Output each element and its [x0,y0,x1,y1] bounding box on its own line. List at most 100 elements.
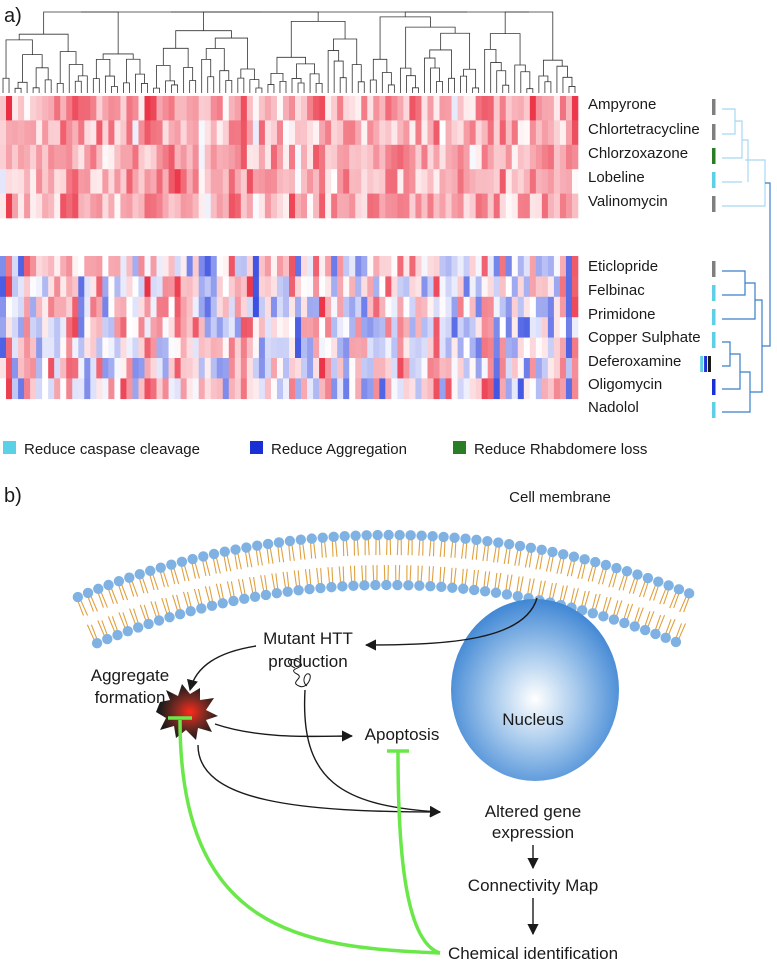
heatmap-cell [54,378,61,400]
heatmap-cell [210,378,218,400]
heatmap-cell [66,317,73,338]
heatmap-cell [132,276,139,298]
heatmap-cell [547,144,555,170]
heatmap-cell [289,337,296,359]
dendrogram-branch [102,53,134,60]
heatmap-cell [427,193,434,219]
heatmap-cell [186,144,193,170]
heatmap-cell [415,256,422,277]
heatmap-cell [481,193,488,219]
heatmap-cell [571,317,579,338]
heatmap-cell [355,378,362,400]
heatmap-cell [240,96,248,121]
heatmap-cell [511,120,519,146]
heatmap-cell [174,317,181,338]
heatmap-cell [301,144,308,170]
heatmap-cell [108,337,115,359]
heatmap-cell [427,256,434,277]
heatmap-cell [48,276,55,298]
lipid-head [598,611,609,622]
dendrogram-branch [406,75,416,93]
heatmap-cell [409,193,416,219]
heatmap-cell [18,358,25,379]
lipid-head [414,580,425,591]
heatmap-cell [433,96,440,121]
heatmap-cell [409,144,416,170]
lipid-head [370,579,381,591]
heatmap-cell [180,96,187,121]
membrane-label: Cell membrane [509,489,611,506]
heatmap-cell [282,337,290,359]
effect-marker [712,285,716,301]
dendrogram-branch [249,79,260,93]
heatmap-cell [397,256,404,277]
dendrogram-branch [722,120,743,159]
heatmap-cell [66,144,73,170]
heatmap-cell [511,317,519,338]
heatmap-cell [192,144,199,170]
heatmap-cell [421,256,428,277]
heatmap-cell [535,378,543,400]
heatmap-cell [427,358,434,379]
heatmap-cell [108,193,115,219]
heatmap-cell [162,378,169,400]
heatmap-cell [415,296,422,318]
lipid-head [611,562,622,574]
dendrogram-branch [255,87,263,93]
lipid-head [174,608,186,620]
heatmap-cell [505,317,513,338]
heatmap-cell [192,193,199,219]
heatmap-cell [264,193,272,219]
heatmap-cell [42,193,49,219]
heatmap-cell [565,144,573,170]
heatmap-cell [427,169,434,194]
heatmap-cell [475,96,482,121]
heatmap-cell [559,193,567,219]
heatmap-cell [559,296,567,318]
heatmap-cell [469,358,476,379]
heatmap-cell [373,120,380,146]
effect-marker [712,172,716,188]
heatmap-cell [258,378,266,400]
heatmap-cell [331,96,338,121]
heatmap-cell [252,193,260,219]
heatmap-cell [282,169,290,194]
dendrogram-branch [309,73,320,93]
heatmap-cell [156,317,163,338]
heatmap-cell [144,296,151,318]
heatmap-cell [246,276,254,298]
compound-name: Chlortetracycline [588,121,700,138]
heatmap-cell [529,358,537,379]
heatmap-cell [66,358,73,379]
dendrogram-branch [520,71,531,93]
heatmap-cell [559,256,567,277]
heatmap-cell [234,317,242,338]
heatmap-cell [246,169,254,194]
heatmap-cell [102,296,109,318]
heatmap-cell [6,193,13,219]
heatmap-cell [325,256,332,277]
heatmap-cell [469,169,476,194]
heatmap-cell [325,296,332,318]
heatmap-cell [469,144,476,170]
heatmap-cell [144,317,151,338]
heatmap-cell [270,296,278,318]
altered-label: Altered gene [485,802,581,821]
heatmap-cell [78,337,85,359]
heatmap-cell [186,296,193,318]
heatmap-cell [114,96,121,121]
heatmap-cell [180,169,187,194]
heatmap-cell [282,256,290,277]
heatmap-cell [373,276,380,298]
heatmap-cell [469,317,476,338]
heatmap-cell [451,120,458,146]
heatmap-cell [0,120,7,146]
heatmap-cell [30,276,37,298]
heatmap-cell [48,144,55,170]
heatmap-cell [66,276,73,298]
lipid-head [525,542,537,553]
heatmap-cell [367,296,374,318]
heatmap-cell [373,193,380,219]
dendrogram-branch [544,81,552,93]
heatmap-cell [493,337,501,359]
